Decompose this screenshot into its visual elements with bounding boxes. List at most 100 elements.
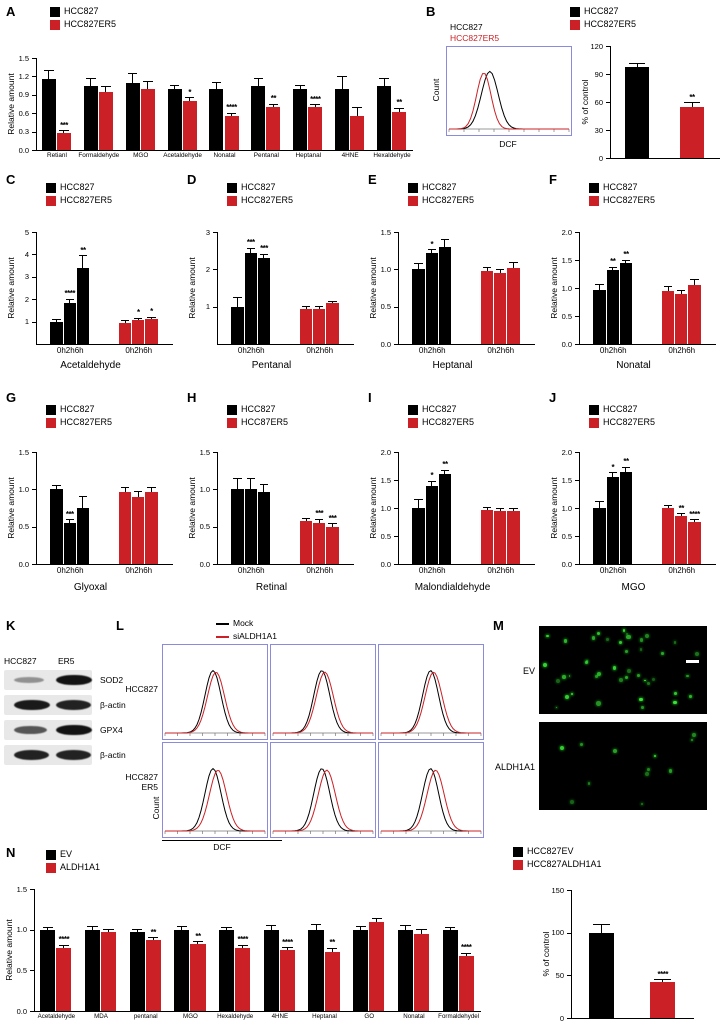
error-bar-cap xyxy=(176,925,188,927)
y-tick-label: 150 xyxy=(551,885,564,895)
error-bar-cap xyxy=(85,77,96,79)
error-bar xyxy=(215,82,217,89)
error-bar xyxy=(331,523,333,527)
blot-strip xyxy=(4,670,92,690)
error-bar-cap xyxy=(134,317,143,319)
error-bar-cap xyxy=(482,506,492,508)
error-bar-cap xyxy=(301,517,311,519)
error-bar-cap xyxy=(192,941,204,943)
significance-stars: **** xyxy=(237,935,248,945)
x-tick-label: 0h2h6h xyxy=(125,566,153,575)
error-bar-cap xyxy=(147,316,156,318)
legend-label: HCC827ER5 xyxy=(422,417,475,427)
legend-swatch xyxy=(216,622,229,625)
error-bar-cap xyxy=(629,63,645,65)
bar xyxy=(308,107,323,150)
x-tick-label: Acetaldehyde xyxy=(163,152,202,159)
legend-item: HCC827 xyxy=(46,182,112,193)
x-axis-line xyxy=(398,344,535,345)
x-tick-label: Hexaldehyde xyxy=(217,1013,254,1020)
x-tick-label: 0h2h6h xyxy=(487,346,515,355)
error-bar xyxy=(48,70,50,80)
bar xyxy=(688,522,701,564)
legend-label: HCC827 xyxy=(422,182,457,192)
x-tick-label: 0h2h6h xyxy=(418,346,446,355)
cell-dot xyxy=(563,639,568,644)
histogram-curves xyxy=(272,670,374,736)
bar xyxy=(56,947,72,1011)
bar xyxy=(219,929,235,1011)
chart-title-I: Malondialdehyde xyxy=(414,582,491,593)
y-tick-label: 0.5 xyxy=(380,531,391,541)
y-axis-line xyxy=(610,46,611,158)
y-tick xyxy=(575,564,579,565)
y-tick-label: 120 xyxy=(590,41,603,51)
legend-label: Mock xyxy=(233,618,254,628)
histogram-curve xyxy=(273,671,373,734)
y-tick xyxy=(394,480,398,481)
error-bar-cap xyxy=(226,112,237,114)
significance-stars: ** xyxy=(689,92,695,102)
bar xyxy=(412,508,425,564)
error-bar xyxy=(189,97,191,101)
panel-letter-E: E xyxy=(368,172,377,187)
panel-letter-N: N xyxy=(6,845,16,860)
blot-strip xyxy=(4,720,92,740)
error-bar-cap xyxy=(52,318,61,320)
error-bar xyxy=(600,924,602,933)
error-bar xyxy=(680,513,682,517)
error-bar-cap xyxy=(78,496,88,498)
y-axis-line xyxy=(398,452,399,564)
error-bar-cap xyxy=(233,477,242,479)
error-bar xyxy=(299,85,301,89)
error-bar xyxy=(693,279,695,286)
error-bar-cap xyxy=(268,103,279,105)
x-axis-line xyxy=(571,1018,694,1019)
cell-dot xyxy=(636,673,640,677)
legend-B: HCC827 HCC827ER5 xyxy=(570,6,636,32)
blot-band xyxy=(56,750,92,760)
error-bar xyxy=(226,927,228,930)
legend-label: HCC87ER5 xyxy=(241,417,289,427)
y-tick-label: 0.5 xyxy=(380,302,391,312)
error-bar xyxy=(181,926,183,930)
y-tick-label: 0.0 xyxy=(199,559,210,569)
y-tick xyxy=(32,58,36,59)
x-tick-label: Acetaldehyde xyxy=(37,1013,76,1020)
panel-F: F HCC827 HCC827ER5 0.0 0.5 1.0 1.5 2.0 Relativ… xyxy=(543,170,725,388)
hist-xlabel-dcf: DCF xyxy=(499,139,517,149)
significance-stars: **** xyxy=(310,94,321,104)
error-bar-cap xyxy=(120,486,130,488)
error-bar xyxy=(305,306,307,309)
y-tick xyxy=(32,276,36,278)
y-tick-label: 0.5 xyxy=(199,522,210,532)
error-bar-cap xyxy=(440,238,450,240)
legend-item: HCC827 xyxy=(408,404,474,415)
error-bar xyxy=(499,508,501,511)
bar xyxy=(606,477,619,564)
legend-swatch xyxy=(589,404,599,415)
cell-dot xyxy=(626,634,631,640)
blot-label: GPX4 xyxy=(100,725,123,735)
error-bar-cap xyxy=(65,519,74,521)
histogram-curve xyxy=(273,670,373,734)
x-tick-label: 0h2h6h xyxy=(125,346,153,355)
y-tick xyxy=(213,489,217,491)
panel-letter-J: J xyxy=(549,390,557,405)
legend-label: HCC827 xyxy=(241,182,276,192)
error-bar xyxy=(341,76,343,89)
error-bar xyxy=(693,519,695,522)
legend-swatch xyxy=(50,6,60,17)
y-tick-label: 0.0 xyxy=(561,339,572,349)
error-bar xyxy=(56,485,57,490)
cell-dot xyxy=(644,634,649,639)
y-tick xyxy=(32,94,36,96)
bar-chart-B: 0 30 60 90 120 % of control ** xyxy=(578,34,723,163)
histogram-curves xyxy=(448,70,570,132)
bar xyxy=(257,258,271,344)
legend-item: Mock xyxy=(216,618,277,629)
error-bar xyxy=(69,299,71,303)
bar xyxy=(190,944,206,1011)
bar xyxy=(688,285,701,344)
y-tick xyxy=(394,508,398,509)
